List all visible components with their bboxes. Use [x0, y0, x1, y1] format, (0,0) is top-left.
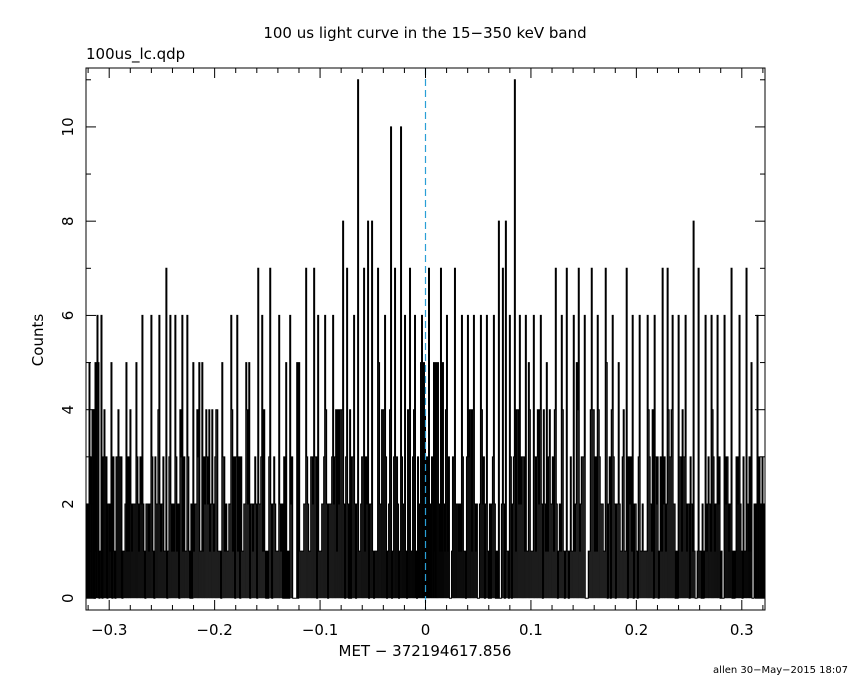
plot-area	[86, 68, 765, 610]
y-axis: 0 2 4 6 8 10	[59, 79, 765, 603]
x-axis: −0.3 −0.2 −0.1 0 0.1 0.2 0.3	[87, 68, 764, 639]
y-axis-label: Counts	[29, 314, 47, 367]
light-curve-series	[86, 79, 765, 599]
chart-title: 100 us light curve in the 15−350 keV ban…	[263, 24, 586, 42]
y-tick-label: 10	[59, 117, 77, 136]
y-tick-label: 8	[59, 216, 77, 226]
x-axis-label: MET − 372194617.856	[339, 642, 512, 660]
x-tick-label: −0.3	[91, 621, 127, 639]
x-tick-label: 0.3	[730, 621, 754, 639]
x-tick-label: −0.2	[196, 621, 232, 639]
y-tick-label: 4	[59, 405, 77, 415]
y-tick-label: 2	[59, 499, 77, 509]
footer-timestamp: allen 30−May−2015 18:07	[713, 665, 848, 676]
y-tick-label: 6	[59, 311, 77, 321]
chart-subtitle: 100us_lc.qdp	[86, 45, 185, 64]
x-tick-label: −0.1	[302, 621, 338, 639]
x-tick-label: 0.1	[519, 621, 543, 639]
x-tick-label: 0	[421, 621, 431, 639]
x-tick-label: 0.2	[624, 621, 648, 639]
y-tick-label: 0	[59, 593, 77, 603]
